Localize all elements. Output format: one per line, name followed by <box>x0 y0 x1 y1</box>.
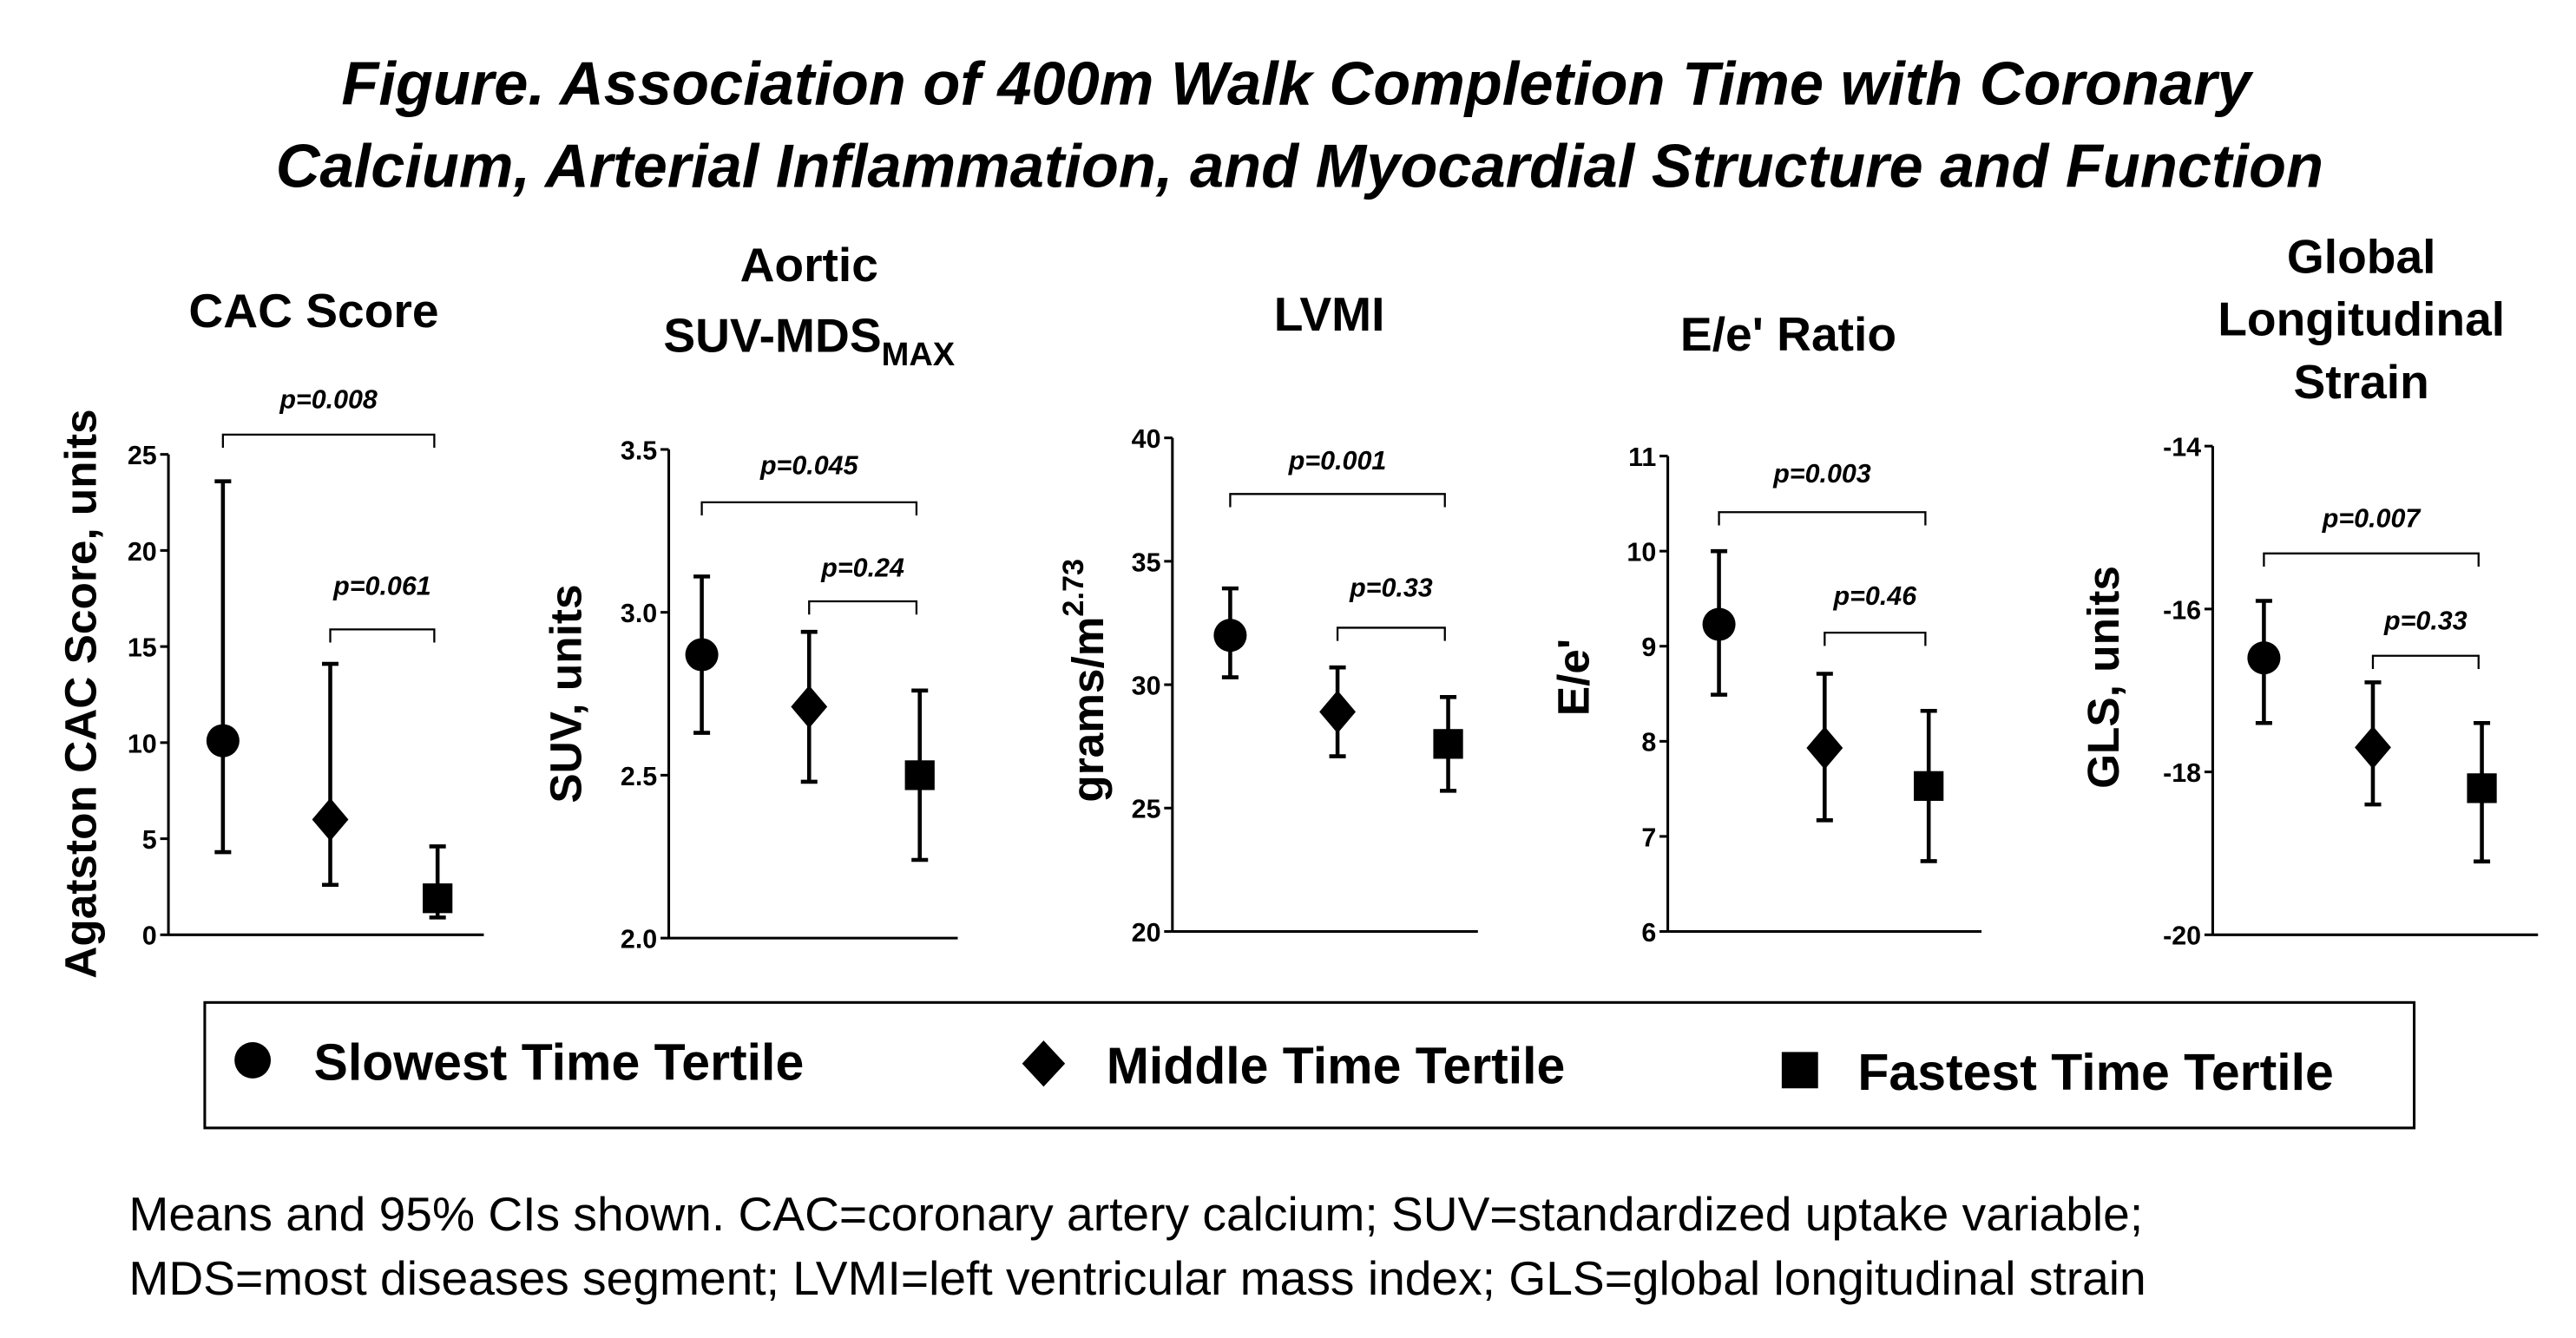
panel-title: Aortic <box>740 238 878 292</box>
y-axis-label: E/e' <box>1548 639 1598 716</box>
mean-point-fastest <box>423 883 453 914</box>
panel-5: Global Longitudinal Strain GLS, units -20 -18… <box>2079 229 2539 951</box>
y-tick-label: -18 <box>2163 758 2201 788</box>
comparison-bracket <box>2263 552 2480 567</box>
mean-point-slowest <box>206 724 240 758</box>
mean-point-slowest <box>1702 607 1736 641</box>
y-axis-label-superscript: 2.73 <box>1057 559 1090 617</box>
comparison-bracket <box>1824 632 1927 646</box>
p-value-label: p=0.33 <box>2383 606 2468 635</box>
p-value-label: p=0.33 <box>1349 573 1433 602</box>
footnote-line-2: MDS=most diseases segment; LVMI=left ven… <box>128 1251 2146 1305</box>
panel-title: CAC Score <box>188 284 438 338</box>
y-tick-label: 3.0 <box>621 599 657 628</box>
y-axis-label: SUV, units <box>542 584 591 803</box>
y-tick-label: 9 <box>1641 633 1656 662</box>
y-tick-label: 6 <box>1641 918 1656 948</box>
comparison-bracket <box>1336 626 1446 641</box>
y-tick-label: -14 <box>2163 433 2201 462</box>
mean-point-fastest <box>1914 771 1944 801</box>
y-tick-label: 10 <box>128 729 157 758</box>
y-tick-label: 2.5 <box>621 762 657 791</box>
panel-4: E/e' Ratio E/e' 6 7 8 9 10 11 p=0.003 p=0.46 <box>1548 307 1982 948</box>
panel-2: Aortic SUV-MDSMAX SUV, units 2.0 2.5 3.0 3.5 p=… <box>542 238 958 954</box>
mean-point-slowest <box>685 638 719 672</box>
mean-point-fastest <box>1433 729 1463 759</box>
y-axis-label: grams/m2.73 <box>1057 559 1113 803</box>
mean-point-slowest <box>2247 641 2281 675</box>
p-value-label: p=0.007 <box>2322 503 2422 533</box>
comparison-bracket <box>221 433 436 449</box>
y-tick-label: 11 <box>1628 443 1656 472</box>
y-tick-label: 15 <box>128 633 157 663</box>
legend-label-middle: Middle Time Tertile <box>1107 1039 1566 1095</box>
panel-title: SUV-MDSMAX <box>663 309 955 373</box>
panel-3: LVMI grams/m2.73 20 25 30 35 40 p=0.001 p=0.33 <box>1057 287 1478 948</box>
legend-box <box>203 1000 2416 1130</box>
panel-title: Global <box>2287 229 2436 283</box>
p-value-label: p=0.045 <box>759 450 859 480</box>
p-value-label: p=0.001 <box>1288 446 1387 476</box>
figure-title-line-1: Figure. Association of 400m Walk Complet… <box>341 49 2254 117</box>
legend: Slowest Time Tertile Middle Time Tertile… <box>203 1000 2416 1130</box>
mean-point-middle <box>312 797 349 842</box>
legend-label-fastest: Fastest Time Tertile <box>1857 1045 2333 1101</box>
mean-point-fastest <box>904 760 935 790</box>
y-tick-label: 2.0 <box>621 925 657 954</box>
comparison-bracket <box>700 501 918 516</box>
p-value-label: p=0.003 <box>1772 459 1871 489</box>
p-value-label: p=0.008 <box>279 384 378 414</box>
y-tick-label: 20 <box>1132 918 1161 948</box>
y-tick-label: 25 <box>128 441 157 470</box>
mean-point-fastest <box>2467 773 2497 803</box>
legend-circle-marker <box>234 1041 272 1079</box>
mean-point-slowest <box>1213 619 1247 653</box>
y-tick-label: 3.5 <box>621 436 657 465</box>
figure-title-line-2: Calcium, Arterial Inflammation, and Myoc… <box>276 131 2323 200</box>
y-axis-label: Agatston CAC Score, units <box>56 409 105 978</box>
y-tick-label: 10 <box>1626 538 1656 567</box>
y-tick-label: 20 <box>128 537 157 567</box>
y-tick-label: 25 <box>1132 795 1161 824</box>
mean-point-middle <box>2355 725 2391 770</box>
panel-title: Strain <box>2294 355 2429 409</box>
panel-title: Longitudinal <box>2218 292 2505 346</box>
legend-label-slowest: Slowest Time Tertile <box>313 1035 804 1092</box>
y-tick-label: 0 <box>142 922 157 951</box>
footnote-line-1: Means and 95% CIs shown. CAC=coronary ar… <box>128 1187 2143 1241</box>
y-tick-label: 40 <box>1132 424 1161 454</box>
y-tick-label: 30 <box>1132 671 1161 700</box>
panel-1: CAC Score Agatston CAC Score, units 0 5 10 15… <box>56 284 484 979</box>
y-tick-label: 7 <box>1641 823 1656 852</box>
y-tick-label: 5 <box>142 825 157 855</box>
y-axis-label: GLS, units <box>2079 566 2128 789</box>
panel-title: E/e' Ratio <box>1680 307 1896 361</box>
y-tick-label: -20 <box>2163 922 2201 951</box>
p-value-label: p=0.46 <box>1833 581 1918 611</box>
y-tick-label: 8 <box>1641 728 1656 758</box>
comparison-bracket <box>329 628 436 643</box>
panel-title: LVMI <box>1274 287 1385 341</box>
mean-point-middle <box>791 685 828 729</box>
p-value-label: p=0.061 <box>332 571 431 600</box>
comparison-bracket <box>2371 654 2480 669</box>
panel-title-subscript: MAX <box>882 337 956 373</box>
y-tick-label: -16 <box>2163 595 2201 625</box>
y-tick-label: 35 <box>1132 548 1161 577</box>
mean-point-middle <box>1806 726 1843 770</box>
panels: CAC Score Agatston CAC Score, units 0 5 10 15… <box>56 229 2539 979</box>
p-value-label: p=0.24 <box>820 553 904 582</box>
comparison-bracket <box>1229 493 1446 508</box>
legend-diamond-marker <box>1022 1040 1066 1087</box>
mean-point-middle <box>1319 690 1357 734</box>
legend-square-marker <box>1781 1052 1818 1089</box>
comparison-bracket <box>1718 511 1927 526</box>
comparison-bracket <box>808 600 918 615</box>
